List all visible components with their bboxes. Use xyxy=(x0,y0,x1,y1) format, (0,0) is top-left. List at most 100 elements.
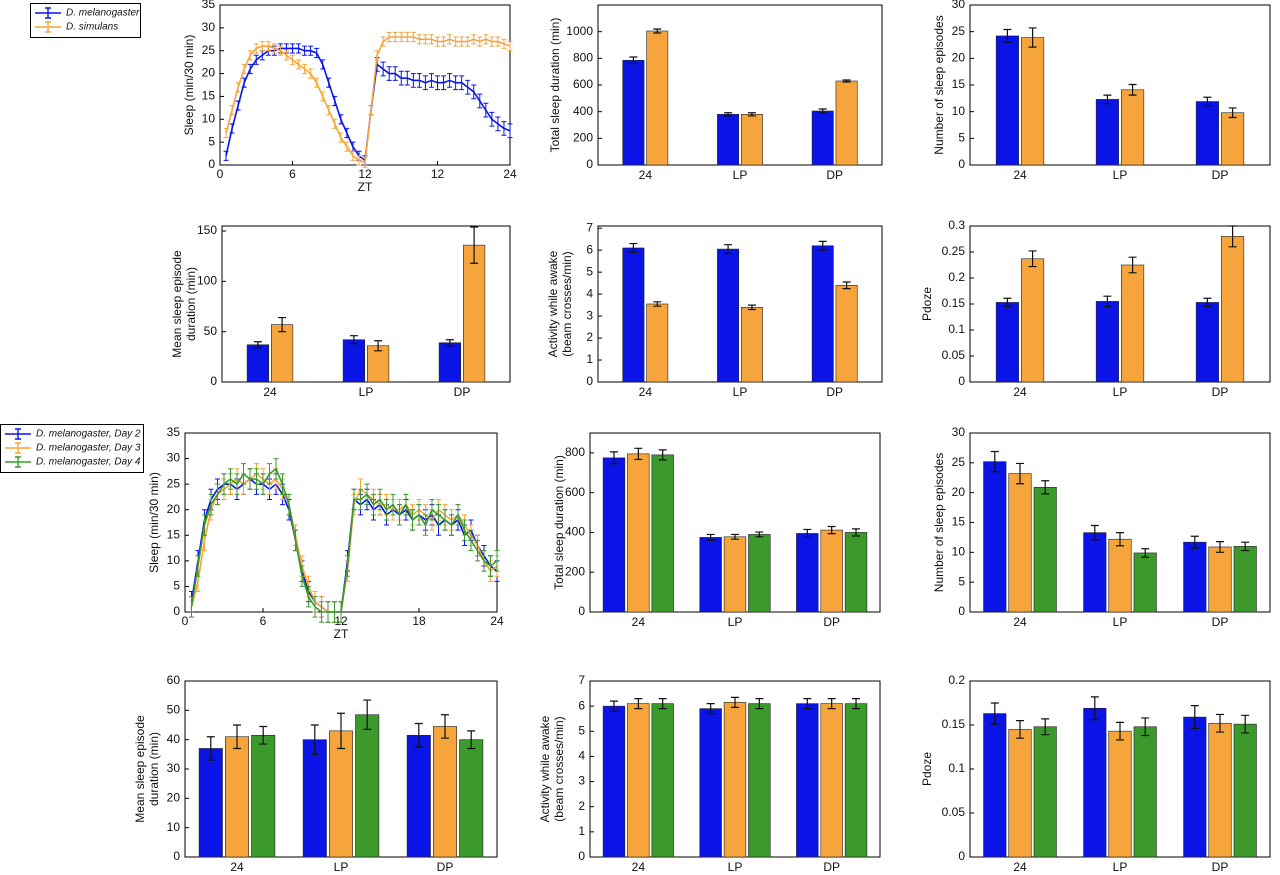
error-bar xyxy=(278,316,287,333)
bar xyxy=(622,247,645,383)
bar xyxy=(1095,301,1119,383)
error-bar xyxy=(349,335,358,345)
y-tick-label: 1 xyxy=(586,352,593,366)
y-tick-label: 0.2 xyxy=(948,270,965,284)
bar xyxy=(622,60,645,166)
y-tick-label: 0.05 xyxy=(942,348,966,362)
error-bar xyxy=(253,341,262,349)
bar xyxy=(748,534,771,613)
error-bar xyxy=(658,698,667,710)
y-tick-label: 5 xyxy=(958,574,965,588)
error-bar xyxy=(1003,28,1012,43)
y-tick-label: 0 xyxy=(958,374,965,388)
error-bar xyxy=(1141,717,1150,737)
bar xyxy=(1208,722,1232,858)
y-tick-label: 5 xyxy=(586,264,593,278)
y-axis-label: Sleep (min/30 min) xyxy=(147,472,161,573)
bar xyxy=(723,702,747,858)
x-tick-label: LP xyxy=(1113,168,1128,182)
y-tick-label: 25 xyxy=(952,455,966,469)
bar xyxy=(1195,101,1219,166)
y-tick-label: 800 xyxy=(565,445,585,459)
y-tick-label: 25 xyxy=(167,476,181,490)
x-tick-label: LP xyxy=(359,385,374,399)
error-bar xyxy=(827,525,836,535)
bar xyxy=(302,739,327,858)
y-tick-label: 5 xyxy=(208,134,215,148)
bar xyxy=(438,342,462,383)
x-tick-label: LP xyxy=(1113,385,1128,399)
error-bar xyxy=(1141,548,1150,558)
y-tick-label: 1000 xyxy=(566,24,593,38)
x-tick-label: 24 xyxy=(1013,615,1027,629)
series-line xyxy=(225,47,511,162)
error-bar xyxy=(233,724,241,750)
y-tick-label: 0.05 xyxy=(942,805,966,819)
bar xyxy=(602,457,626,613)
x-tick-label: DP xyxy=(1212,168,1229,182)
error-bar xyxy=(827,698,836,710)
bar xyxy=(462,244,486,383)
y-tick-label: 4 xyxy=(586,286,593,300)
y-tick-label: 5 xyxy=(578,723,585,737)
x-tick-label: 18 xyxy=(412,614,426,628)
x-axis-label: ZT xyxy=(358,180,373,194)
error-bar xyxy=(1203,297,1212,308)
y-tick-label: 30 xyxy=(952,0,966,11)
bar xyxy=(1083,532,1107,613)
y-axis-label: Activity while awake xyxy=(546,250,560,357)
bar xyxy=(328,730,353,858)
y-tick-label: 0.15 xyxy=(942,296,966,310)
bar xyxy=(270,324,294,383)
x-tick-label: 6 xyxy=(289,167,296,181)
y-axis-label: Mean sleep episode xyxy=(133,715,147,823)
x-tick-label: 24 xyxy=(632,860,646,874)
bar xyxy=(699,537,722,613)
legend-label: D. melanogaster, Day 3 xyxy=(36,443,141,454)
y-tick-label: 150 xyxy=(197,223,217,237)
error-bar xyxy=(310,724,319,755)
error-bar xyxy=(1116,532,1124,547)
y-axis-label: (beam crosses/min) xyxy=(552,716,566,821)
series-line xyxy=(190,467,498,613)
bar xyxy=(1033,486,1057,613)
bar xyxy=(459,739,484,858)
y-axis-label: Number of sleep episodes xyxy=(932,453,946,592)
bar xyxy=(820,529,843,613)
bar xyxy=(723,536,747,613)
y-tick-label: 400 xyxy=(565,525,585,539)
bar xyxy=(1208,546,1232,613)
y-tick-label: 600 xyxy=(573,77,593,91)
y-tick-label: 2 xyxy=(586,330,593,344)
bar xyxy=(1221,236,1245,383)
bar xyxy=(342,339,366,383)
y-tick-label: 25 xyxy=(952,24,966,38)
error-bar xyxy=(634,698,643,710)
y-tick-label: 0 xyxy=(208,157,215,171)
bar xyxy=(651,454,674,613)
bar xyxy=(1221,112,1245,166)
error-bar xyxy=(1216,540,1224,553)
bar xyxy=(1008,729,1032,858)
y-axis-label: Total sleep duration (min) xyxy=(552,455,566,590)
error-bar xyxy=(1041,480,1050,495)
legend-swatch xyxy=(35,21,61,33)
y-tick-label: 10 xyxy=(952,104,966,118)
error-bar xyxy=(842,79,851,83)
y-tick-label: 15 xyxy=(202,89,216,103)
legend-label: D. simulans xyxy=(66,22,118,33)
bar xyxy=(1083,707,1107,858)
y-tick-label: 600 xyxy=(565,485,585,499)
error-bar xyxy=(1128,83,1137,96)
bar xyxy=(406,734,431,858)
x-tick-label: 24 xyxy=(490,614,504,628)
y-tick-label: 20 xyxy=(952,485,966,499)
error-bar xyxy=(629,242,638,253)
y-tick-label: 800 xyxy=(573,51,593,65)
bar xyxy=(651,703,674,858)
error-bar xyxy=(818,108,827,114)
bar xyxy=(251,734,276,858)
y-tick-label: 7 xyxy=(586,220,593,234)
error-bar xyxy=(1241,541,1250,552)
x-tick-label: 24 xyxy=(632,615,646,629)
